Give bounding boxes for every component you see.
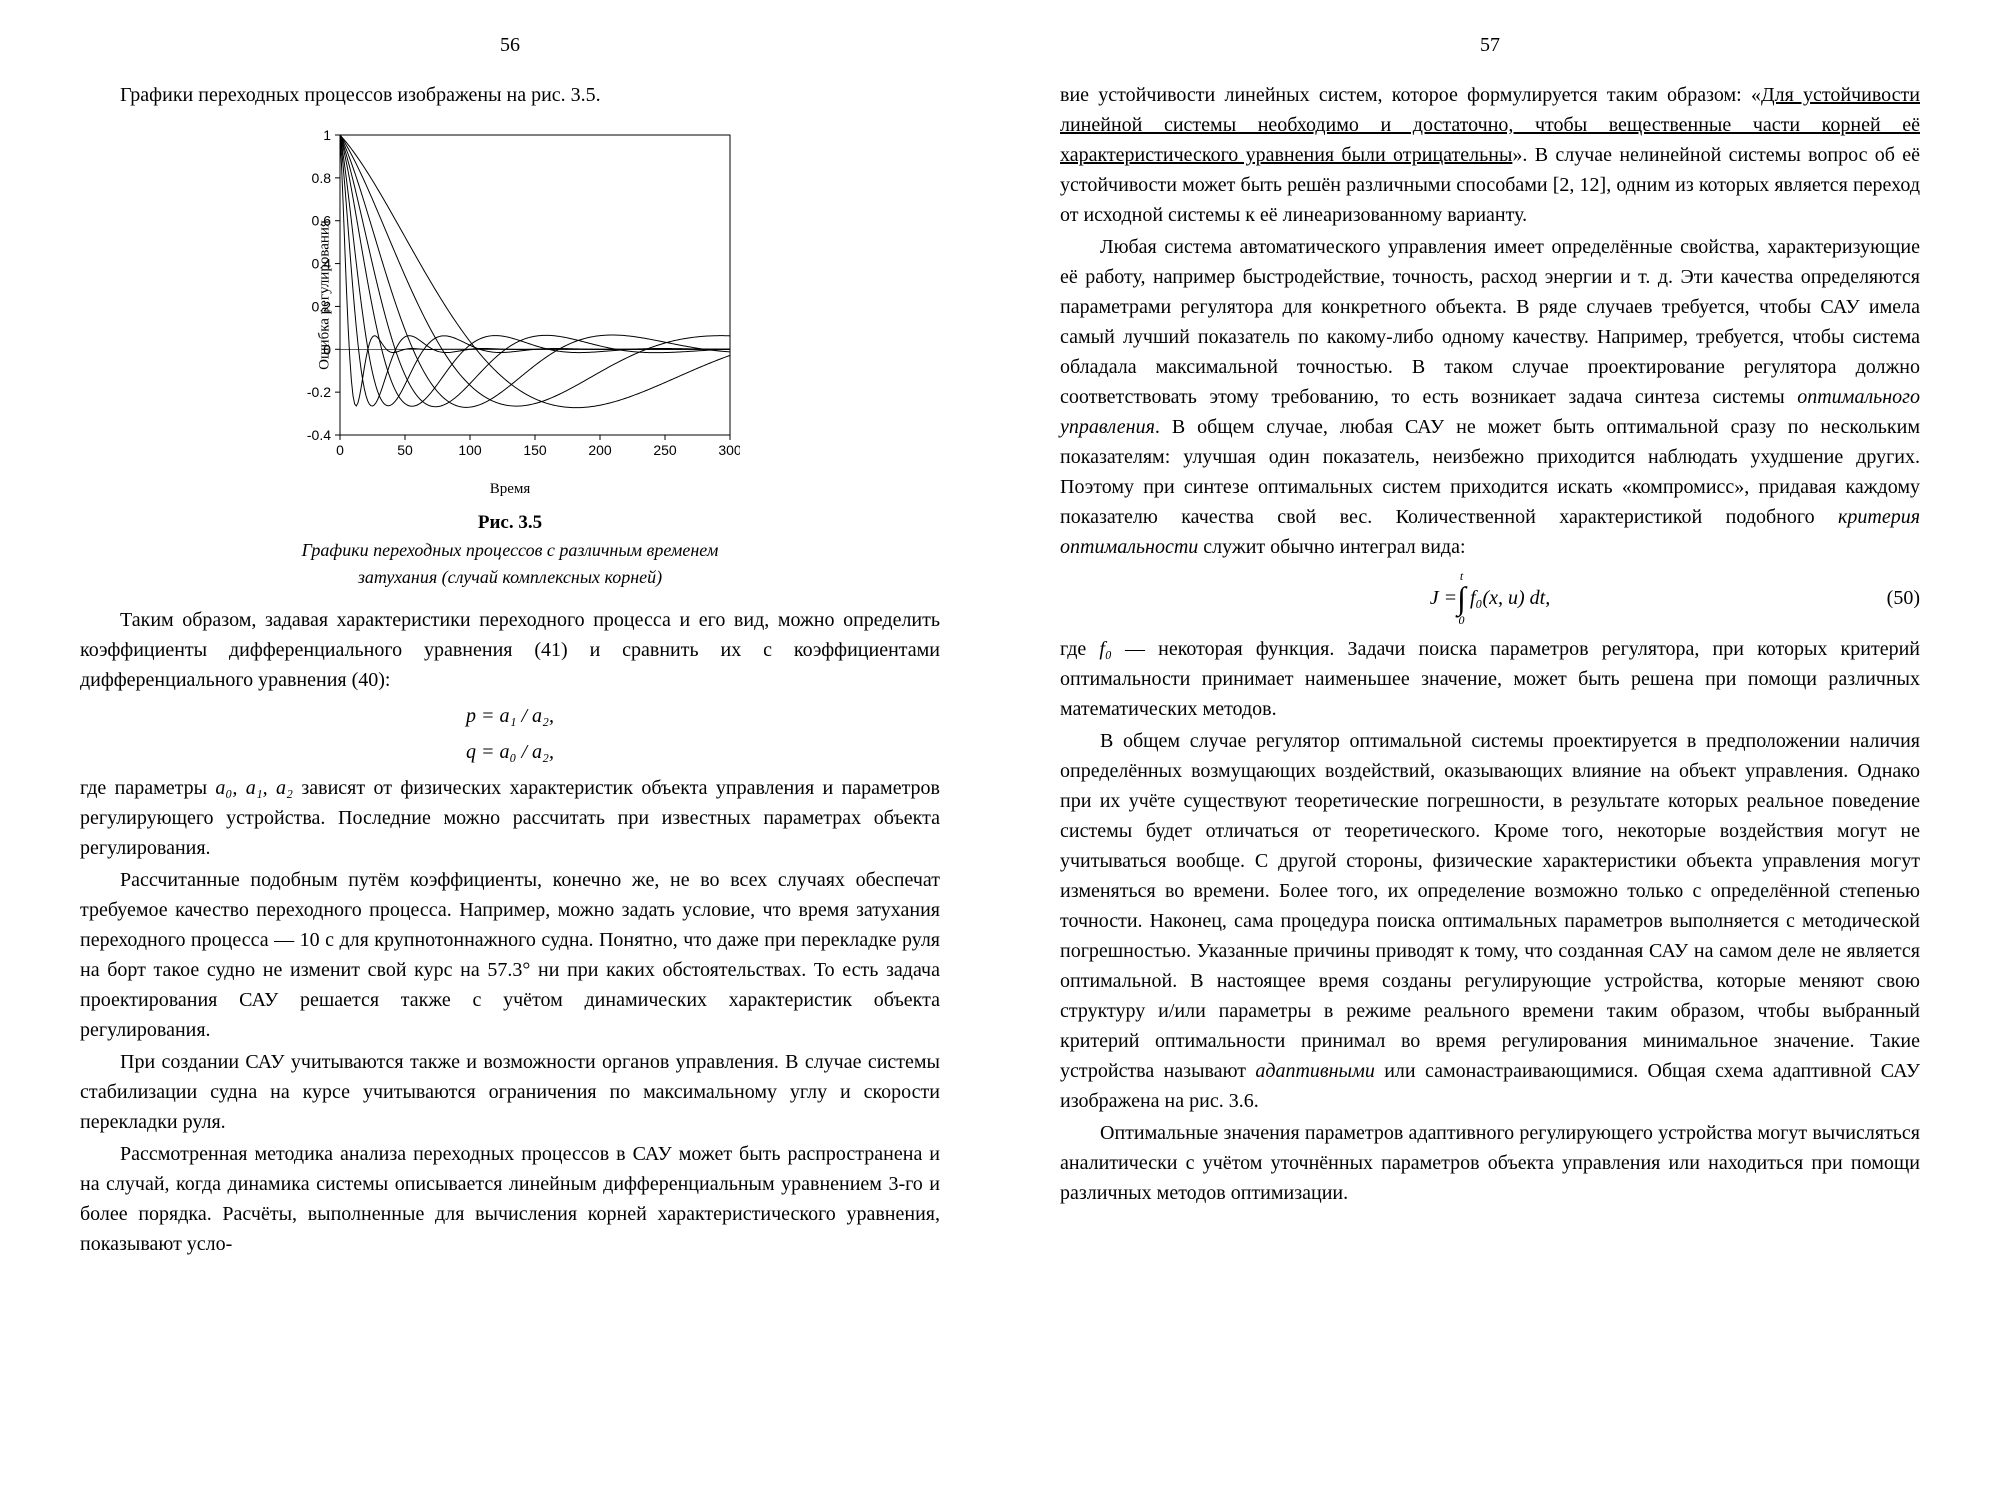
para-2b: a₀, a₁, a₂ bbox=[215, 777, 293, 799]
r-p4a: В общем случае регулятор оптимальной сис… bbox=[1060, 730, 1920, 1082]
eq-lhs: J = bbox=[1430, 583, 1457, 613]
svg-text:-0.4: -0.4 bbox=[307, 427, 331, 443]
svg-text:50: 50 bbox=[397, 442, 413, 458]
transient-chart: -0.4-0.200.20.40.60.81050100150200250300 bbox=[280, 125, 740, 465]
page-number-left: 56 bbox=[80, 30, 940, 60]
r-p2a: Любая система автоматического управления… bbox=[1060, 236, 1920, 408]
para-1: Таким образом, задавая характеристики пе… bbox=[80, 605, 940, 695]
para-2a: где параметры bbox=[80, 777, 215, 799]
left-page: 56 Графики переходных процессов изображе… bbox=[20, 30, 1000, 1475]
r-para-5: Оптимальные значения параметров адаптивн… bbox=[1060, 1118, 1920, 1208]
r-para-2: Любая система автоматического управления… bbox=[1060, 232, 1920, 562]
para-2: где параметры a₀, a₁, a₂ зависят от физи… bbox=[80, 773, 940, 863]
svg-text:-0.2: -0.2 bbox=[307, 384, 331, 400]
r-p2c: служит обычно интеграл вида: bbox=[1198, 536, 1465, 558]
eq-number: (50) bbox=[1887, 583, 1920, 613]
chart-xlabel: Время bbox=[260, 478, 760, 501]
integral-symbol: t ∫ 0 bbox=[1457, 570, 1466, 626]
r-para-3: где f₀ — некоторая функция. Задачи поиск… bbox=[1060, 634, 1920, 724]
svg-text:0.8: 0.8 bbox=[312, 170, 332, 186]
svg-text:1: 1 bbox=[323, 127, 331, 143]
r-p3a: где bbox=[1060, 638, 1099, 660]
r-para-4: В общем случае регулятор оптимальной сис… bbox=[1060, 726, 1920, 1116]
fig-label: Рис. 3.5 bbox=[260, 509, 760, 538]
r-p4i: адаптивными bbox=[1255, 1060, 1374, 1082]
svg-text:250: 250 bbox=[653, 442, 677, 458]
r-p2b: . В общем случае, любая САУ не может быт… bbox=[1060, 416, 1920, 528]
equation-50: J = t ∫ 0 f₀(x, u) dt, (50) bbox=[1060, 570, 1920, 626]
equation-p: p = a₁ / a₂, bbox=[80, 701, 940, 731]
para-3: Рассчитанные подобным путём коэффициенты… bbox=[80, 865, 940, 1045]
intro-para: Графики переходных процессов изображены … bbox=[80, 80, 940, 110]
r-p1a: вие устойчивости линейных систем, которо… bbox=[1060, 84, 1761, 106]
svg-text:0: 0 bbox=[336, 442, 344, 458]
para-4: При создании САУ учитываются также и воз… bbox=[80, 1047, 940, 1137]
fig-caption: Графики переходных процессов с различным… bbox=[260, 537, 760, 591]
svg-text:200: 200 bbox=[588, 442, 612, 458]
chart-wrap: Ошибка регулирования -0.4-0.200.20.40.60… bbox=[280, 125, 740, 465]
page-number-right: 57 bbox=[1060, 30, 1920, 60]
svg-text:100: 100 bbox=[458, 442, 482, 458]
int-lower: 0 bbox=[1459, 614, 1465, 626]
svg-text:300: 300 bbox=[718, 442, 740, 458]
r-para-1: вие устойчивости линейных систем, которо… bbox=[1060, 80, 1920, 230]
para-5: Рассмотренная методика анализа переходны… bbox=[80, 1139, 940, 1259]
svg-text:150: 150 bbox=[523, 442, 547, 458]
r-p3b: — некоторая функция. Задачи поиска парам… bbox=[1060, 638, 1920, 720]
figure-3-5: Ошибка регулирования -0.4-0.200.20.40.60… bbox=[260, 125, 760, 591]
int-sign: ∫ bbox=[1457, 582, 1466, 614]
right-page: 57 вие устойчивости линейных систем, кот… bbox=[1000, 30, 1980, 1475]
chart-ylabel: Ошибка регулирования bbox=[314, 220, 337, 370]
equation-q: q = a₀ / a₂, bbox=[80, 737, 940, 767]
eq-body: f₀(x, u) dt, bbox=[1470, 583, 1550, 613]
r-p3i: f₀ bbox=[1099, 638, 1112, 660]
